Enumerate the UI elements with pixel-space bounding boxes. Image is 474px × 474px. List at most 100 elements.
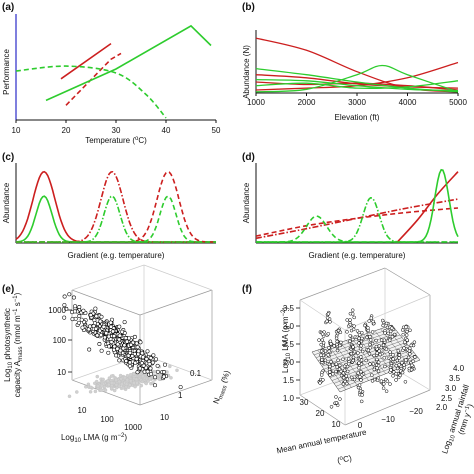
- panel-e-point: [153, 383, 157, 388]
- panel-e-shadow-point: [118, 373, 123, 378]
- panel-e-shadow-point: [132, 372, 136, 376]
- panel-e-point: [140, 351, 145, 356]
- panel-f-point: [379, 338, 384, 342]
- panel-e-shadow-point: [151, 381, 155, 385]
- panel-f-point: [367, 352, 372, 356]
- panel-f-point: [336, 358, 340, 363]
- panel-e-shadow-point: [107, 376, 112, 380]
- panel-f-point: [327, 349, 331, 354]
- panel-f-point: [388, 350, 392, 354]
- panel-f-point: [334, 395, 338, 399]
- panel-f-point: [391, 374, 395, 378]
- panel-f-point: [378, 352, 382, 357]
- panel-e-shadow-point: [99, 388, 103, 393]
- panel-f-point: [397, 363, 401, 367]
- panel-e-point: [73, 316, 78, 321]
- panel-f-point: [360, 336, 364, 341]
- panel-a-y-label: Performance: [2, 49, 11, 95]
- panel-f-point: [387, 338, 392, 342]
- panel-e-point: [107, 344, 111, 349]
- panel-e-point: [76, 320, 81, 325]
- panel-e-shadow-point: [152, 369, 157, 374]
- panel-f-point: [383, 331, 387, 335]
- panel-e-point: [98, 319, 103, 324]
- panel-f-point: [334, 362, 339, 366]
- panel-f-point: [320, 332, 325, 336]
- panel-f-point: [395, 366, 400, 371]
- panel-e-point: [110, 329, 115, 334]
- panel-f-point: [319, 342, 323, 347]
- panel-f-point: [368, 362, 372, 366]
- panel-e-point: [106, 350, 111, 355]
- panel-e-point: [73, 304, 78, 309]
- panel-f-point: [357, 366, 361, 370]
- panel-e-point: [97, 328, 102, 333]
- panel-a-x-tick-label: 30: [112, 126, 121, 135]
- panel-f-point: [370, 330, 375, 334]
- panel-c-series-line: [16, 170, 216, 243]
- panel-f-point: [370, 379, 375, 383]
- panel-e-point: [71, 295, 76, 300]
- panel-d: (d) Abundance Gradient (e.g. temperature…: [242, 152, 459, 260]
- panel-b-series-line: [255, 80, 459, 89]
- panel-f-point: [349, 375, 354, 380]
- panel-e-y-label-line1: Log10 photosynthetic: [3, 308, 14, 382]
- panel-f-point: [323, 358, 328, 363]
- panel-f-point: [369, 316, 374, 320]
- panel-f-point: [384, 321, 389, 326]
- panel-e-point: [148, 366, 153, 371]
- panel-f-point: [404, 358, 408, 362]
- panel-f-point: [341, 357, 345, 362]
- panel-f-y-tick-label: 2.5: [283, 340, 295, 349]
- panel-f-point: [359, 369, 363, 374]
- panel-e-shadow-point: [128, 379, 133, 383]
- panel-f-point: [376, 369, 381, 373]
- panel-f-x-tick-label: 0: [358, 421, 363, 430]
- panel-f-point: [338, 363, 342, 368]
- panel-f-x-label-line1: Mean annual temperature: [276, 428, 368, 456]
- panel-e-shadow-point: [109, 374, 114, 378]
- panel-f-point: [351, 337, 355, 342]
- panel-e-point: [94, 314, 99, 319]
- panel-e-point: [91, 324, 96, 329]
- panel-f-point: [368, 338, 373, 342]
- panel-f-y-tick-label: 3.0: [283, 322, 295, 331]
- panel-f-point: [346, 362, 351, 366]
- panel-e-shadow-point: [75, 390, 79, 394]
- panel-f-point: [398, 373, 402, 378]
- panel-e-point: [106, 334, 111, 339]
- panel-f-point: [345, 377, 350, 381]
- panel-e-point: [79, 317, 84, 322]
- panel-e-point: [117, 324, 122, 329]
- panel-b-x-ticks: 1000 2000 3000 4000 5000: [247, 93, 467, 107]
- panel-b: (b) 1000 2000 3000 4000 5000 Abundance (N) E…: [242, 2, 467, 122]
- panel-c-label: (c): [2, 152, 14, 163]
- panel-c-series-line: [15, 170, 216, 243]
- panel-f-point: [375, 351, 379, 355]
- panel-f-point: [358, 375, 362, 379]
- panel-f-point: [402, 346, 406, 350]
- panel-e-point: [117, 333, 122, 338]
- panel-f-point: [384, 389, 389, 393]
- panel-e-point: [130, 354, 135, 358]
- panel-f-point: [320, 338, 325, 342]
- panel-a-x-ticks: 10 20 30 40 50: [12, 120, 221, 135]
- panel-f-point: [367, 319, 371, 323]
- panel-e-shadow-point: [109, 386, 114, 391]
- panel-f-point: [357, 383, 362, 387]
- panel-e-point: [115, 346, 120, 351]
- panel-f-point: [348, 339, 352, 344]
- panel-e-shadow-point: [106, 379, 110, 383]
- panel-e-shadow-point: [124, 382, 129, 387]
- panel-f-point: [335, 348, 340, 353]
- panel-f-point: [328, 320, 332, 324]
- panel-e-shadow-point: [88, 390, 93, 394]
- panel-a-x-tick-label: 20: [62, 126, 71, 135]
- panel-f-point: [394, 371, 398, 376]
- panel-e-point: [128, 350, 133, 355]
- panel-e-shadow-points: [67, 364, 179, 399]
- panel-e-shadow-point: [119, 377, 123, 381]
- panel-f-point: [352, 377, 357, 382]
- panel-f-x-tick-label: 20: [316, 409, 325, 418]
